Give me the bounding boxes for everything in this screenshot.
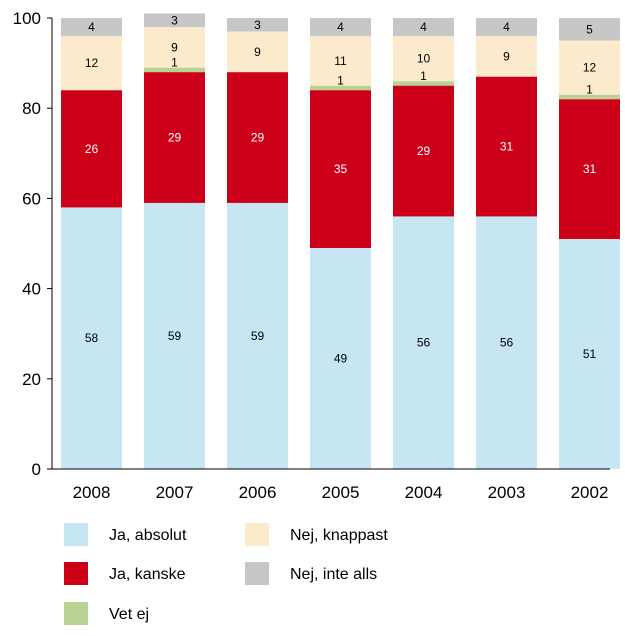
bar-segment-2006-1 [227,72,288,203]
legend: Ja, absolut Nej, knappast Ja, kanske Nej, i… [64,523,388,625]
bar-segment-2005-0 [310,248,371,469]
data-labels-group: 5826124592919359299349351114562911045631… [85,13,597,365]
x-tick-label-2008: 2008 [73,483,111,502]
bar-segment-2005-2 [310,85,371,91]
bar-segment-2004-1 [393,85,454,217]
data-label-2006-0: 59 [251,329,265,343]
bar-segment-2006-0 [227,202,288,469]
bar-segment-2006-4 [227,18,288,32]
bar-segment-2008-1 [61,90,122,208]
bar-segment-2003-0 [476,216,537,469]
legend-swatch [245,523,269,546]
data-label-2002-0: 51 [583,347,597,361]
bar-segment-2007-0 [144,202,205,469]
legend-swatch [64,562,88,585]
bar-segment-2004-0 [393,216,454,469]
y-tick-label-20: 20 [22,370,41,389]
data-label-2005-1: 35 [334,162,348,176]
x-tick-label-2006: 2006 [239,483,277,502]
bar-segment-2002-4 [559,18,620,41]
bar-segment-2008-0 [61,207,122,470]
data-label-2005-4: 4 [337,20,344,34]
bar-segment-2005-4 [310,18,371,37]
legend-label: Vet ej [109,606,149,623]
bar-segment-2003-3 [476,36,537,77]
data-label-2007-2: 1 [171,56,178,70]
data-label-2002-3: 12 [583,61,597,75]
y-tick-label-80: 80 [22,99,41,118]
bar-segment-2007-1 [144,72,205,203]
legend-item-1: Ja, kanske [64,562,186,585]
data-label-2003-1: 31 [500,140,514,154]
data-label-2002-4: 5 [586,22,593,36]
x-tick-label-2002: 2002 [571,483,609,502]
data-label-2007-3: 9 [171,40,178,54]
y-tick-label-0: 0 [32,460,41,479]
legend-label: Ja, absolut [109,527,187,544]
legend-label: Ja, kanske [109,566,186,583]
data-label-2006-1: 29 [251,131,265,145]
legend-swatch [64,523,88,546]
data-label-2004-2: 1 [420,69,427,83]
data-label-2008-1: 26 [85,142,99,156]
y-axis: 0 20 40 60 80 100 [13,9,53,479]
y-tick-label-40: 40 [22,280,41,299]
bar-segment-2004-2 [393,81,454,86]
data-label-2006-3: 9 [254,45,261,59]
bar-segment-2005-1 [310,90,371,249]
data-label-2004-0: 56 [417,336,431,350]
x-tick-label-2005: 2005 [322,483,360,502]
y-tick-label-60: 60 [22,189,41,208]
data-label-2007-0: 59 [168,329,182,343]
data-label-2004-1: 29 [417,144,431,158]
data-label-2003-0: 56 [500,336,514,350]
legend-item-2: Vet ej [64,602,149,625]
data-label-2007-1: 29 [168,131,182,145]
bar-segment-2008-3 [61,36,122,91]
bar-segment-2007-3 [144,27,205,68]
bar-segment-2002-2 [559,94,620,100]
legend-label: Nej, inte alls [290,566,377,583]
x-tick-label-2004: 2004 [405,483,443,502]
legend-label: Nej, knappast [290,527,388,544]
data-label-2002-1: 31 [583,162,597,176]
data-label-2008-4: 4 [88,20,95,34]
bar-segment-2007-4 [144,13,205,28]
data-label-2004-4: 4 [420,20,427,34]
data-label-2007-4: 3 [171,13,178,27]
data-label-2008-0: 58 [85,331,99,345]
y-tick-label-100: 100 [13,9,41,28]
bar-segment-2004-4 [393,18,454,37]
bar-segment-2003-1 [476,76,537,217]
data-label-2003-3: 9 [503,49,510,63]
bar-segment-2003-4 [476,18,537,37]
legend-item-3: Nej, knappast [245,523,388,546]
bars-group [61,13,620,470]
legend-item-0: Ja, absolut [64,523,187,546]
data-label-2004-3: 10 [417,52,431,66]
data-label-2002-2: 1 [586,83,593,97]
legend-item-4: Nej, inte alls [245,562,377,585]
data-label-2006-4: 3 [254,18,261,32]
bar-segment-2002-0 [559,238,620,469]
bar-segment-2006-3 [227,31,288,73]
legend-swatch [245,562,269,585]
bar-segment-2002-1 [559,99,620,239]
bar-segment-2005-3 [310,36,371,86]
bar-segment-2004-3 [393,36,454,82]
x-tick-label-2007: 2007 [156,483,194,502]
data-label-2003-4: 4 [503,20,510,34]
data-label-2005-2: 1 [337,74,344,88]
x-axis: 2008 2007 2006 2005 2004 2003 2002 [52,468,610,502]
bar-segment-2008-4 [61,18,122,37]
bar-segment-2002-3 [559,40,620,95]
legend-swatch [64,602,88,625]
x-tick-label-2003: 2003 [488,483,526,502]
data-label-2005-3: 11 [334,54,347,68]
data-label-2005-0: 49 [334,352,348,366]
data-label-2008-3: 12 [85,56,99,70]
bar-segment-2007-2 [144,67,205,73]
